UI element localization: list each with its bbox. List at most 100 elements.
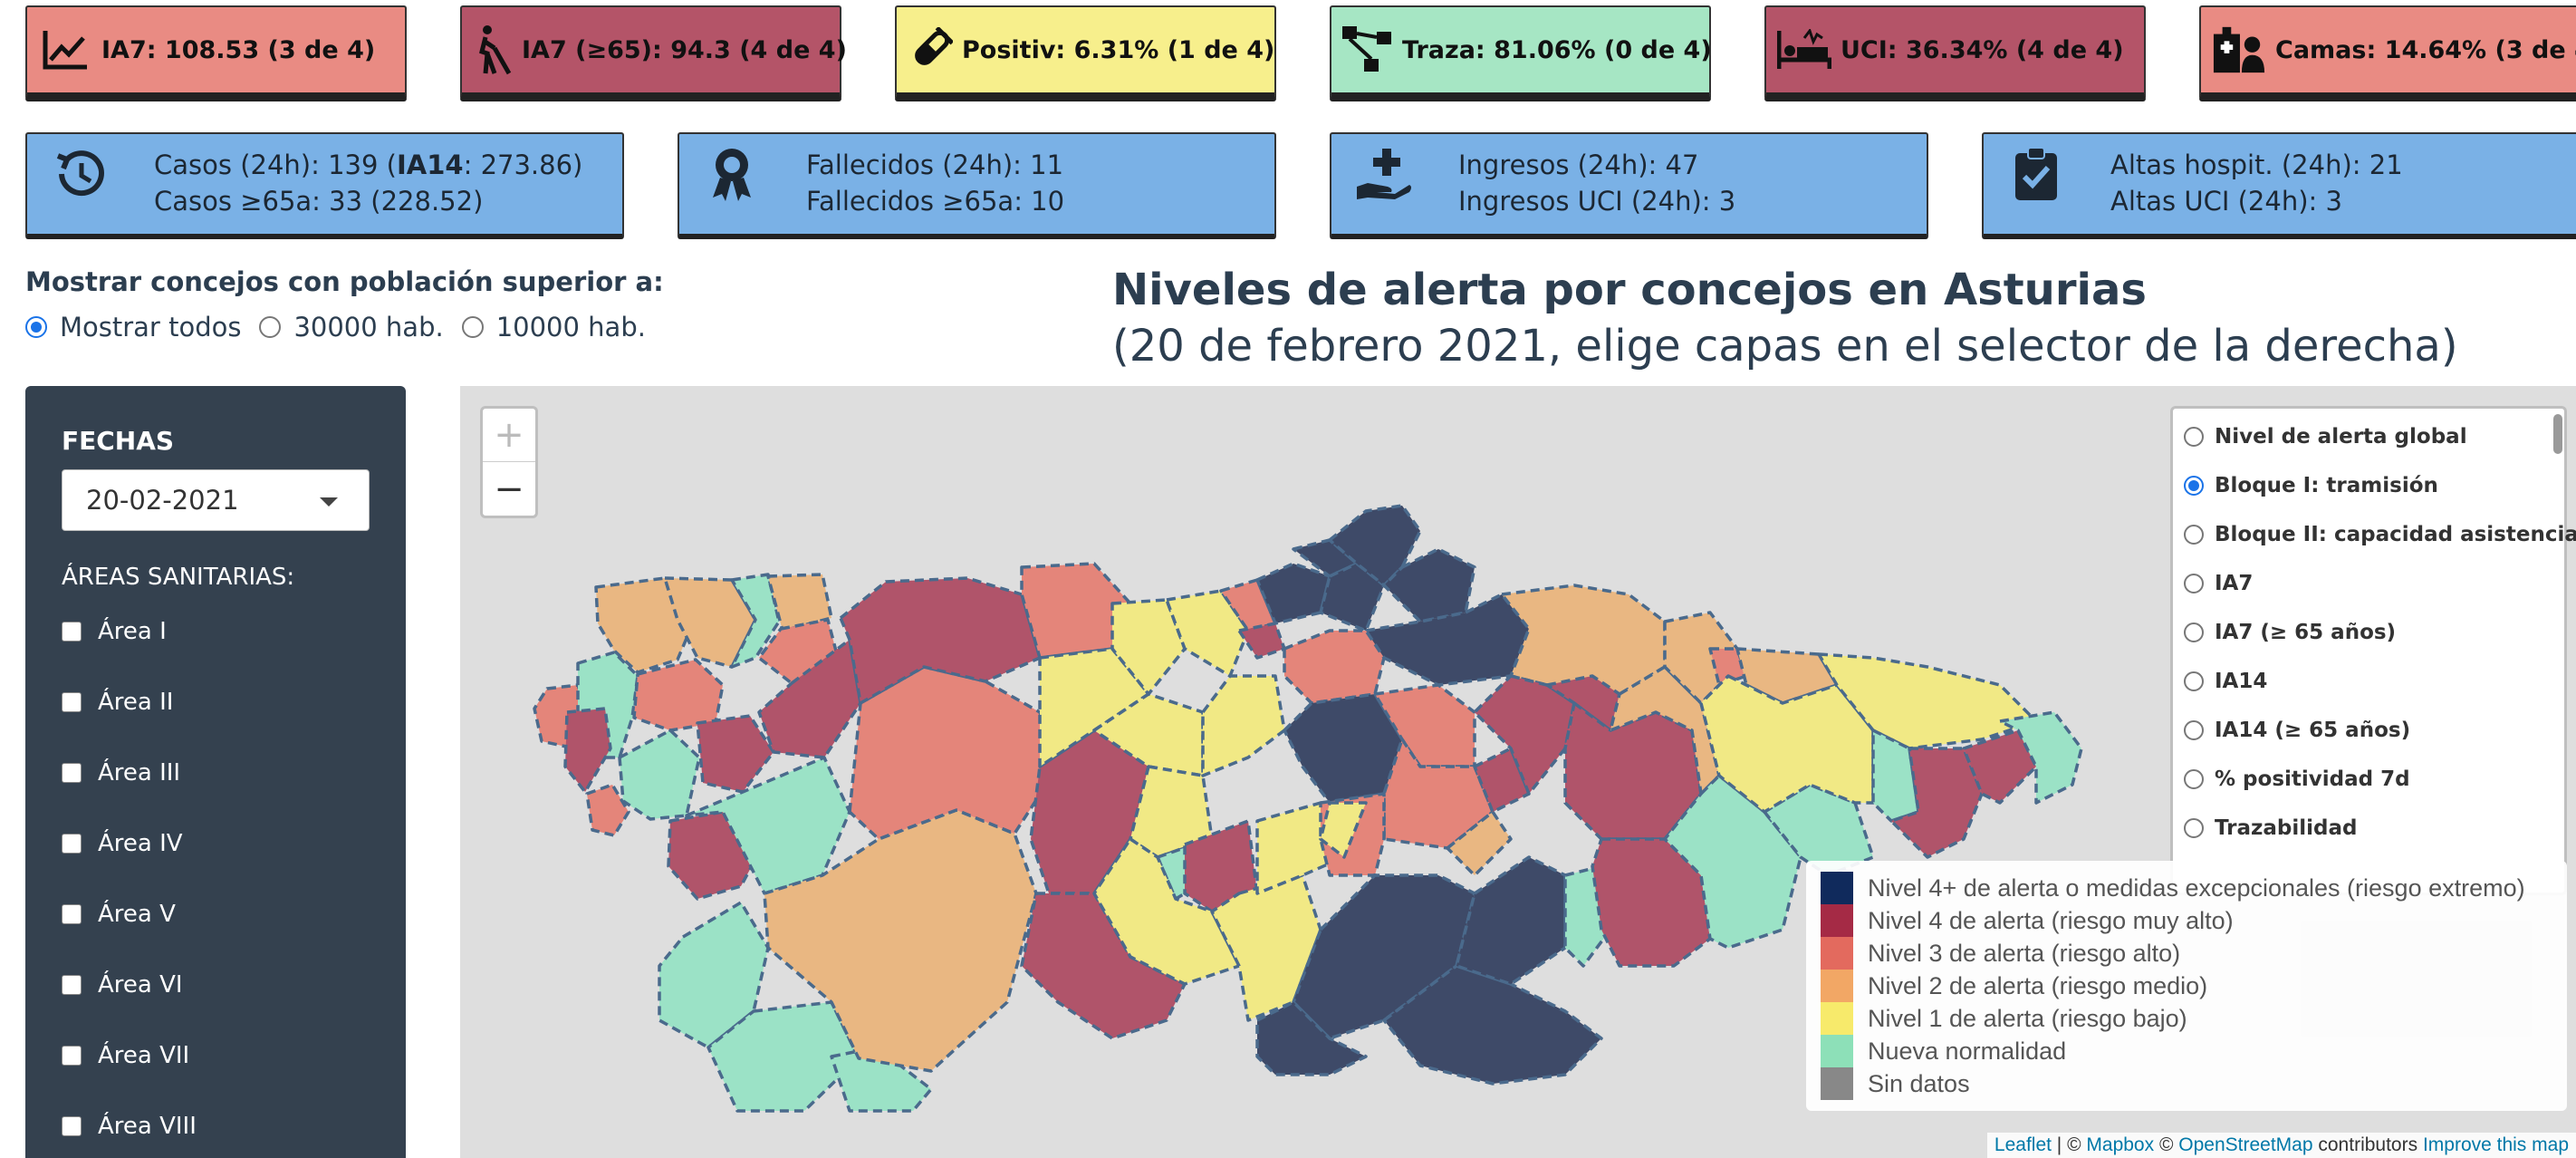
zoom-out-button[interactable]: −	[494, 468, 524, 510]
concejo-region[interactable]	[632, 658, 725, 732]
checkbox[interactable]	[62, 834, 82, 854]
indicator-label: Camas: 14.64% (3 de 4)	[2275, 35, 2576, 64]
option-label: Mostrar todos	[60, 312, 242, 343]
concejo-region[interactable]	[1699, 674, 1875, 814]
concejo-region[interactable]	[1446, 810, 1513, 877]
legend-swatch	[1821, 1002, 1853, 1035]
concejo-region[interactable]	[1962, 729, 2038, 805]
concejo-region[interactable]	[1763, 783, 1875, 877]
population-option-all[interactable]: Mostrar todos	[25, 312, 241, 343]
area-checkbox-1[interactable]: Área I	[62, 618, 167, 645]
layer-option-nivel-global[interactable]: Nivel de alerta global	[2184, 425, 2467, 449]
concejo-region[interactable]	[1328, 504, 1422, 587]
radio-button[interactable]	[2184, 525, 2204, 545]
indicator-ia7-65: IA7 (≥65): 94.3 (4 de 4)	[460, 5, 847, 101]
layer-option-ia14[interactable]: IA14	[2184, 670, 2267, 693]
concejo-region[interactable]	[696, 714, 775, 794]
stat-line1-post: : 273.86)	[463, 150, 583, 180]
concejo-region[interactable]	[1237, 622, 1286, 660]
concejo-region[interactable]	[1998, 710, 2083, 805]
concejo-region[interactable]	[839, 576, 1042, 705]
concejo-region[interactable]	[1165, 589, 1250, 678]
openstreetmap-link[interactable]: OpenStreetMap	[2178, 1134, 2313, 1155]
concejo-region[interactable]	[1319, 562, 1386, 632]
radio-button[interactable]	[2184, 818, 2204, 838]
concejo-region[interactable]	[1201, 674, 1286, 777]
concejo-region[interactable]	[618, 729, 701, 821]
layer-option-ia7-65[interactable]: IA7 (≥ 65 años)	[2184, 621, 2396, 644]
area-checkbox-2[interactable]: Área II	[62, 689, 173, 716]
concejo-region[interactable]	[1319, 801, 1368, 859]
concejo-region[interactable]	[1563, 701, 1703, 841]
checkbox[interactable]	[62, 622, 82, 642]
concejo-region[interactable]	[1500, 584, 1667, 696]
area-checkbox-6[interactable]: Área VI	[62, 971, 183, 999]
population-option-10000[interactable]: 10000 hab.	[461, 312, 646, 343]
layer-option-ia7[interactable]: IA7	[2184, 572, 2253, 595]
concejo-region[interactable]	[1545, 674, 1621, 732]
concejo-region[interactable]	[1020, 892, 1187, 1040]
radio-button[interactable]	[25, 316, 47, 338]
improve-map-link[interactable]: Improve this map	[2422, 1134, 2569, 1155]
concejo-region[interactable]	[1283, 629, 1386, 705]
concejo-region[interactable]	[1255, 1000, 1368, 1076]
layer-option-bloque-1[interactable]: Bloque I: tramisión	[2184, 474, 2438, 497]
checkbox[interactable]	[62, 1116, 82, 1136]
concejo-region[interactable]	[658, 901, 770, 1049]
radio-button[interactable]	[461, 316, 484, 338]
population-option-30000[interactable]: 30000 hab.	[259, 312, 444, 343]
map-title: Niveles de alerta por concejos en Asturi…	[1112, 265, 2562, 372]
concejo-region[interactable]	[1210, 873, 1322, 1022]
checkbox[interactable]	[62, 904, 82, 924]
concejo-region[interactable]	[1455, 855, 1567, 986]
leaflet-link[interactable]: Leaflet	[1994, 1134, 2052, 1155]
mapbox-link[interactable]: Mapbox	[2086, 1134, 2155, 1155]
concejo-region[interactable]	[1817, 652, 2038, 750]
concejo-region[interactable]	[563, 707, 612, 794]
area-checkbox-3[interactable]: Área III	[62, 759, 180, 786]
concejo-region[interactable]	[830, 1046, 933, 1113]
concejo-region[interactable]	[1382, 547, 1476, 623]
date-value: 20-02-2021	[86, 485, 239, 516]
concejo-region[interactable]	[763, 808, 1038, 1073]
checkbox[interactable]	[62, 692, 82, 712]
concejo-region[interactable]	[1364, 593, 1531, 687]
legend-swatch	[1821, 1067, 1853, 1100]
area-checkbox-7[interactable]: Área VII	[62, 1042, 189, 1069]
concejo-region[interactable]	[1708, 647, 1748, 687]
concejo-region[interactable]	[1663, 774, 1802, 950]
layer-option-positividad[interactable]: % positividad 7d	[2184, 767, 2410, 791]
radio-button[interactable]	[2184, 427, 2204, 447]
radio-button[interactable]	[2184, 769, 2204, 789]
radio-button[interactable]	[2184, 476, 2204, 496]
area-checkbox-8[interactable]: Área VIII	[62, 1113, 197, 1140]
radio-button[interactable]	[259, 316, 282, 338]
concejo-region[interactable]	[685, 756, 851, 895]
area-checkbox-5[interactable]: Área V	[62, 901, 176, 928]
checkbox[interactable]	[62, 1046, 82, 1066]
test-tube-icon	[908, 23, 953, 77]
radio-button[interactable]	[2184, 671, 2204, 691]
radio-button[interactable]	[2184, 622, 2204, 642]
scrollbar[interactable]	[2553, 414, 2562, 454]
checkbox[interactable]	[62, 763, 82, 783]
concejo-region[interactable]	[585, 783, 630, 837]
radio-button[interactable]	[2184, 574, 2204, 593]
area-checkbox-4[interactable]: Área IV	[62, 830, 183, 857]
layer-option-ia14-65[interactable]: IA14 (≥ 65 años)	[2184, 719, 2410, 742]
checkbox[interactable]	[62, 975, 82, 995]
concejo-region[interactable]	[730, 573, 781, 669]
concejo-region[interactable]	[1110, 598, 1187, 696]
layer-option-bloque-2[interactable]: Bloque II: capacidad asistencial	[2184, 523, 2576, 546]
map-container[interactable]: + − Nivel de alerta global Bloque I: tra…	[460, 386, 2576, 1158]
asturias-choropleth[interactable]	[460, 386, 2576, 1158]
layer-option-trazabilidad[interactable]: Trazabilidad	[2184, 816, 2358, 840]
radio-button[interactable]	[2184, 720, 2204, 740]
concejo-region[interactable]	[1283, 692, 1404, 805]
concejo-region[interactable]	[766, 573, 833, 632]
concejo-region[interactable]	[1092, 692, 1205, 777]
concejo-region[interactable]	[1473, 674, 1576, 796]
date-select[interactable]: 20-02-2021	[62, 469, 370, 531]
concejo-region[interactable]	[1255, 562, 1331, 625]
zoom-in-button[interactable]: +	[483, 409, 535, 462]
